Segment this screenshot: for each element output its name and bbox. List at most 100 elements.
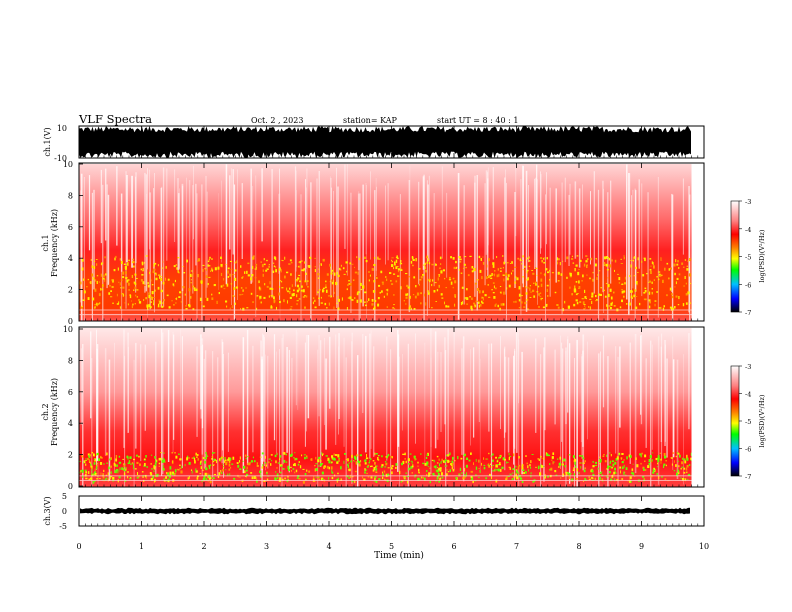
spectrogram-speckle (596, 277, 598, 280)
spectrogram-speckle (325, 284, 327, 288)
spectrogram-speckle (256, 479, 258, 483)
spectrogram-speckle (193, 287, 196, 290)
spectrogram-speckle (322, 287, 325, 290)
spectrogram-speckle (354, 266, 355, 268)
spectrogram-speckle (675, 281, 677, 285)
spectrogram-speckle (433, 465, 435, 468)
spectrogram-speckle (110, 471, 112, 475)
spectrogram-speckle (173, 474, 176, 476)
spectrogram-speckle (176, 267, 178, 270)
spectrogram-speckle (188, 304, 191, 306)
spectrogram-speckle (673, 263, 676, 267)
spectrogram-speckle (220, 285, 223, 288)
spectrogram-speckle (426, 255, 429, 258)
spectrogram-speckle (524, 265, 526, 268)
spectrogram-speckle (168, 475, 171, 478)
spectrogram-streak (324, 337, 325, 425)
spectrogram-speckle (110, 290, 112, 292)
spectrogram-speckle (431, 459, 434, 461)
date-label: Oct. 2 , 2023 (251, 116, 303, 125)
spectrogram-speckle (531, 270, 534, 271)
spectrogram-speckle (583, 469, 586, 473)
spectrogram-speckle (181, 465, 183, 469)
spectrogram-speckle (431, 284, 433, 287)
spectrogram-speckle (299, 261, 302, 264)
spectrogram-speckle (222, 468, 224, 472)
spectrogram-speckle (134, 468, 137, 470)
spectrogram-speckle (526, 270, 528, 274)
spectrogram-speckle (358, 463, 361, 467)
spectrogram-speckle (384, 478, 385, 480)
spectrogram-speckle (436, 476, 439, 480)
spectrogram-speckle (657, 456, 660, 460)
ch1-waveform-panel: 10 -10 ch.1(V) (43, 124, 705, 163)
spectrogram-speckle (336, 271, 338, 275)
spectrogram-speckle (479, 303, 482, 307)
spectrogram-speckle (246, 466, 248, 469)
spectrogram-speckle (400, 269, 403, 271)
spectrogram-speckle (178, 296, 181, 298)
ch2-channel-label: ch.2 (41, 403, 50, 420)
spectrogram-speckle (253, 476, 256, 479)
spectrogram-speckle (147, 282, 149, 285)
spectrogram-speckle (488, 463, 489, 465)
spectrogram-speckle (318, 297, 320, 300)
spectrogram-speckle (273, 256, 276, 259)
spectrogram-speckle (224, 473, 225, 475)
spectrogram-speckle (93, 266, 96, 269)
spectrogram-speckle (465, 464, 468, 468)
spectrogram-speckle (91, 468, 93, 472)
spectrogram-speckle (427, 290, 430, 292)
spectrogram-speckle (603, 264, 605, 266)
spectrogram-speckle (451, 460, 454, 463)
spectrogram-speckle (306, 280, 309, 282)
spectrogram-streak (374, 190, 376, 331)
spectrogram-speckle (336, 302, 338, 305)
spectrogram-speckle (588, 476, 590, 478)
spectrogram-speckle (153, 268, 156, 271)
spectrogram-speckle (478, 468, 480, 469)
spectrogram-speckle (455, 477, 458, 480)
spectrogram-speckle (143, 262, 145, 264)
spectrogram-streak (162, 332, 164, 474)
spectrogram-speckle (522, 469, 525, 472)
spectrogram-speckle (247, 262, 250, 265)
spectrogram-speckle (256, 295, 258, 298)
spectrogram-speckle (208, 466, 211, 469)
spectrogram-speckle (644, 287, 647, 289)
spectrogram-speckle (201, 303, 203, 305)
spectrogram-speckle (150, 463, 152, 465)
spectrogram-speckle (213, 458, 216, 461)
spectrogram-speckle (402, 460, 405, 465)
spectrogram-speckle (102, 278, 105, 280)
spectrogram-speckle (689, 302, 691, 304)
spectrogram-speckle (92, 297, 95, 301)
spectrogram-streak (221, 180, 222, 263)
spectrogram-streak (478, 339, 480, 422)
spectrogram-streak (319, 340, 322, 467)
spectrogram-streak (333, 190, 334, 298)
spectrogram-speckle (294, 471, 296, 474)
spectrogram-speckle (105, 273, 107, 276)
spectrogram-speckle (614, 259, 617, 263)
spectrogram-speckle (589, 298, 592, 300)
spectrogram-streak (554, 349, 556, 425)
spectrogram-streak (114, 342, 115, 474)
spectrogram-streak (107, 194, 110, 285)
spectrogram-speckle (84, 474, 87, 477)
spectrogram-speckle (301, 454, 303, 457)
spectrogram-speckle (614, 269, 615, 272)
spectrogram-speckle (298, 274, 301, 276)
spectrogram-speckle (353, 460, 355, 462)
spectrogram-speckle (514, 266, 517, 268)
spectrogram-speckle (376, 465, 378, 467)
spectrogram-speckle (499, 462, 501, 465)
spectrogram-speckle (322, 289, 324, 293)
spectrogram-streak (373, 346, 375, 457)
spectrogram-speckle (320, 296, 322, 299)
spectrogram-streak (546, 172, 547, 245)
spectrogram-streak (82, 344, 84, 487)
spectrogram-speckle (647, 290, 650, 294)
spectrogram-speckle (544, 476, 546, 479)
spectrogram-speckle (184, 463, 186, 467)
